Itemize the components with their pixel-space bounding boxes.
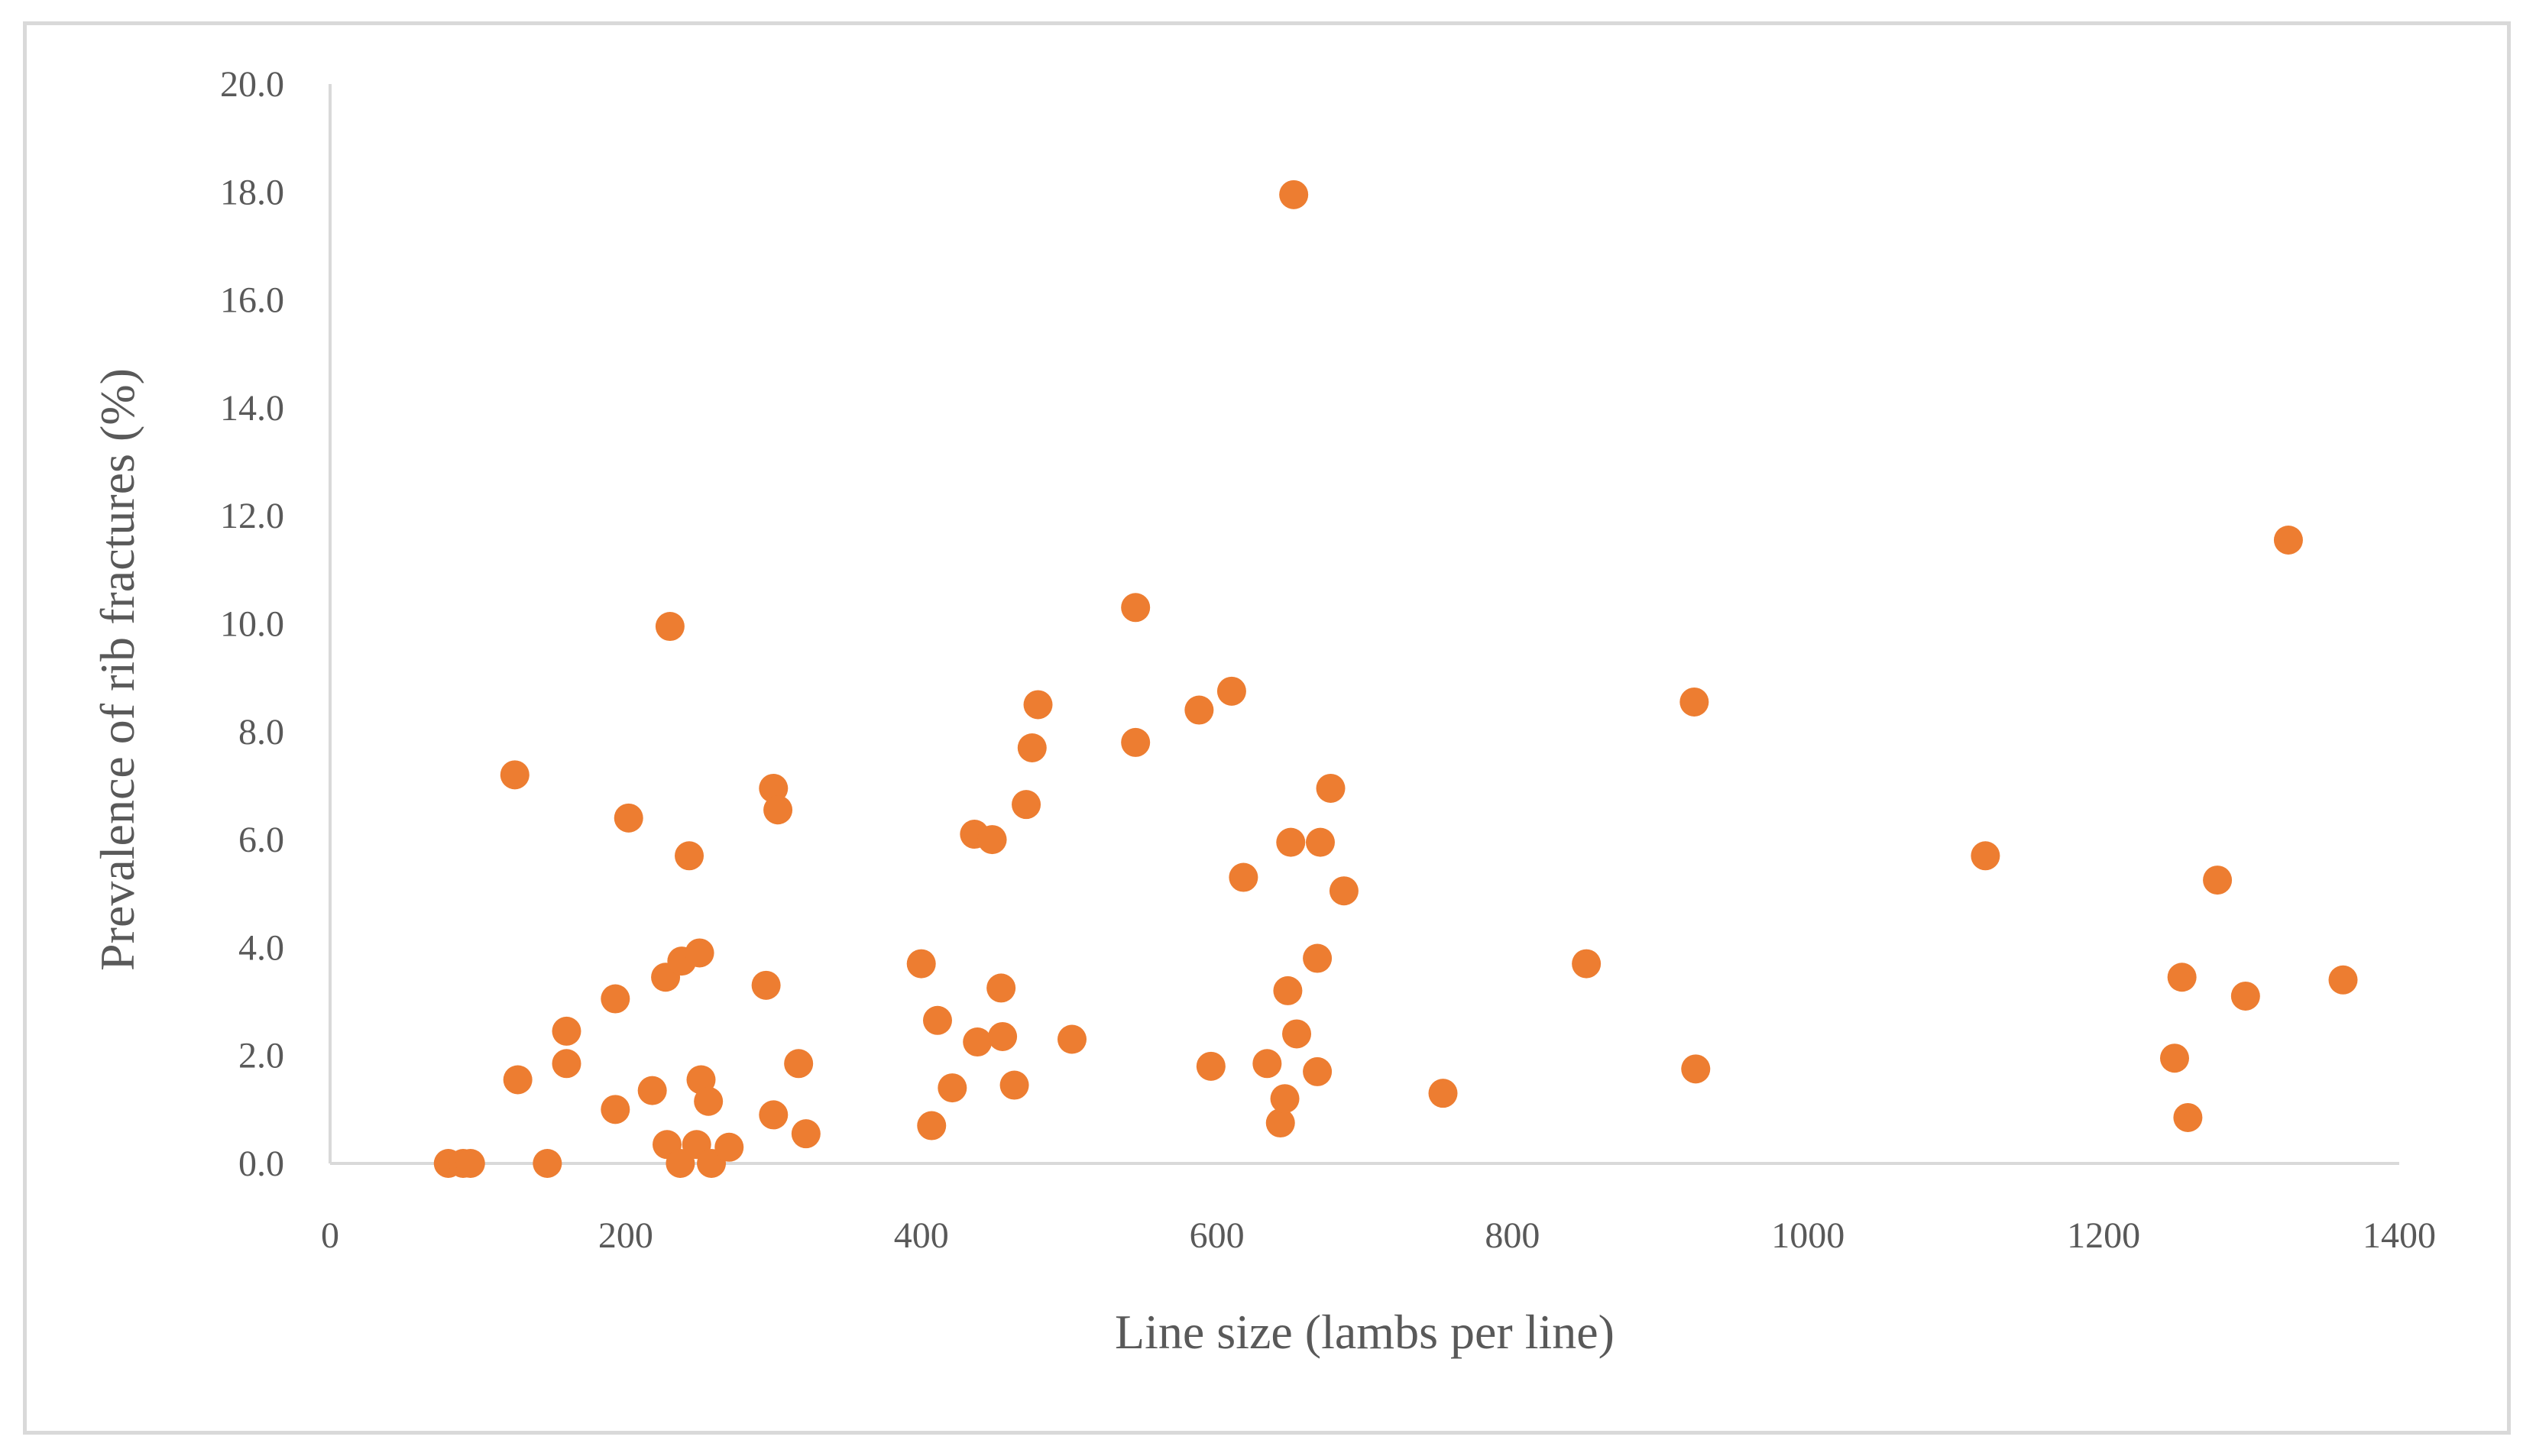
data-point [455, 1149, 485, 1178]
data-point [1329, 876, 1359, 906]
data-point [759, 1100, 789, 1130]
y-tick-label: 8.0 [238, 712, 284, 752]
chart-frame [23, 21, 2511, 1435]
data-point [601, 984, 630, 1014]
x-tick-label: 1400 [2363, 1215, 2436, 1256]
data-point [1282, 1019, 1312, 1049]
data-point [675, 841, 704, 871]
data-point [1273, 976, 1303, 1005]
data-point [552, 1016, 581, 1046]
y-axis-title: Prevalence of rib fractures (%) [90, 368, 144, 971]
data-point [906, 949, 936, 979]
data-point [1121, 593, 1151, 623]
data-point [1428, 1079, 1458, 1108]
data-point [986, 973, 1016, 1003]
data-point [977, 825, 1007, 855]
data-point [1265, 1108, 1295, 1138]
data-point [759, 773, 789, 803]
data-point [533, 1149, 562, 1178]
data-point [938, 1073, 967, 1103]
data-point [694, 1086, 724, 1116]
y-tick-label: 18.0 [220, 172, 284, 212]
data-point [1303, 943, 1333, 973]
data-point [1303, 1056, 1333, 1086]
data-point [552, 1049, 581, 1079]
data-point [1229, 862, 1258, 892]
y-tick-label: 4.0 [238, 927, 284, 968]
data-point [1279, 180, 1309, 209]
x-tick-label: 600 [1190, 1215, 1245, 1256]
x-tick-label: 200 [598, 1215, 653, 1256]
data-point [2230, 981, 2260, 1011]
data-point [751, 970, 781, 1000]
data-point [601, 1095, 630, 1124]
data-point [2273, 525, 2303, 555]
data-point [2203, 866, 2233, 895]
y-tick-label: 14.0 [220, 388, 284, 429]
y-tick-labels: 0.0 2.0 4.0 6.0 8.0 10.0 12.0 14.0 16.0 18.0 20.0 [220, 64, 284, 1184]
data-point [1184, 695, 1214, 725]
data-point [714, 1132, 744, 1162]
data-point [1681, 1054, 1711, 1084]
data-point [655, 612, 685, 642]
data-point [500, 760, 530, 790]
data-point [784, 1049, 814, 1079]
data-point [1305, 827, 1335, 857]
data-point [1012, 790, 1041, 820]
data-point [614, 803, 643, 833]
data-point [917, 1111, 947, 1141]
y-tick-label: 2.0 [238, 1036, 284, 1076]
y-tick-label: 20.0 [220, 64, 284, 105]
data-point [1023, 690, 1053, 720]
data-point [1572, 949, 1602, 979]
data-point [922, 1005, 952, 1035]
y-tick-label: 10.0 [220, 604, 284, 645]
data-point [1196, 1051, 1226, 1081]
data-point [988, 1021, 1018, 1051]
data-point [685, 938, 714, 968]
data-point [1971, 841, 2000, 871]
data-point [2159, 1043, 2189, 1073]
data-point [2328, 965, 2358, 995]
data-point [1252, 1049, 1282, 1079]
data-point [791, 1119, 821, 1149]
data-point [1679, 687, 1709, 717]
x-axis-title: Line size (lambs per line) [1115, 1305, 1615, 1359]
data-point [1270, 1084, 1300, 1114]
x-tick-label: 400 [894, 1215, 949, 1256]
data-point [1276, 827, 1306, 857]
data-point [503, 1065, 533, 1095]
data-point [2173, 1102, 2203, 1132]
x-tick-label: 1200 [2067, 1215, 2140, 1256]
data-point [1316, 773, 1346, 803]
y-tick-label: 12.0 [220, 496, 284, 536]
y-tick-label: 0.0 [238, 1144, 284, 1184]
data-point [637, 1076, 667, 1105]
data-point [1216, 676, 1246, 706]
x-tick-label: 800 [1485, 1215, 1540, 1256]
x-tick-label: 1000 [1771, 1215, 1845, 1256]
data-points [433, 180, 2358, 1178]
data-point [763, 795, 793, 825]
data-point [1017, 733, 1047, 762]
data-point [999, 1070, 1029, 1100]
x-tick-labels: 0 200 400 600 800 1000 1200 1400 [321, 1215, 2436, 1256]
data-point [1057, 1024, 1087, 1054]
data-point [2167, 963, 2197, 992]
y-tick-label: 6.0 [238, 820, 284, 860]
y-tick-label: 16.0 [220, 280, 284, 321]
data-point [666, 1149, 695, 1178]
data-point [1121, 727, 1151, 757]
x-tick-label: 0 [321, 1215, 339, 1256]
data-point [963, 1027, 993, 1057]
